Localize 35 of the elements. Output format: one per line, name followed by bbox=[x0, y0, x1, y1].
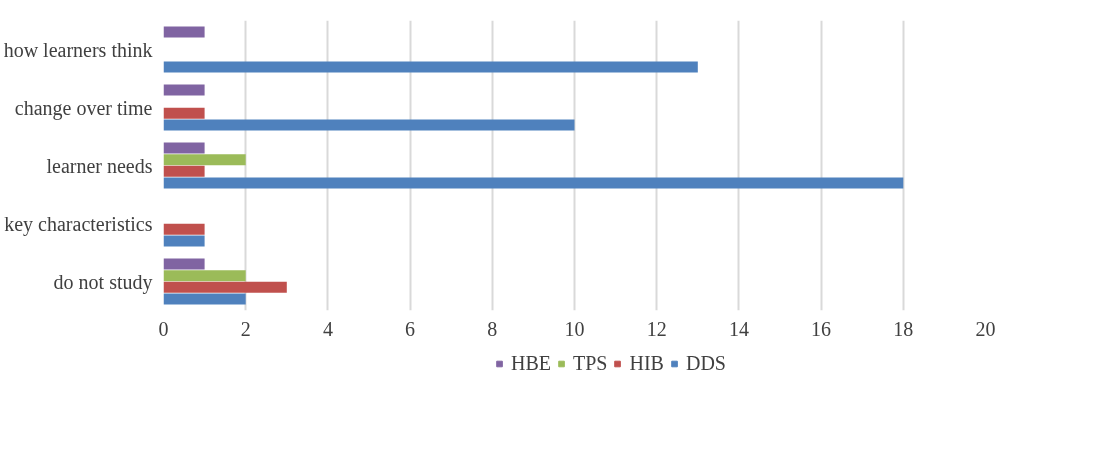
x-tick-label: 12 bbox=[646, 317, 667, 340]
bar bbox=[163, 235, 205, 247]
legend-label: TPS bbox=[573, 351, 608, 375]
legend-label: HBE bbox=[511, 351, 552, 375]
bar bbox=[163, 270, 246, 282]
bar bbox=[163, 223, 205, 235]
bar bbox=[163, 177, 904, 189]
x-tick-label: 20 bbox=[975, 317, 996, 340]
bar bbox=[163, 119, 575, 131]
y-tick-label: how learners think bbox=[3, 38, 153, 61]
bar bbox=[163, 154, 246, 166]
x-tick-label: 10 bbox=[564, 317, 585, 340]
bar bbox=[163, 107, 205, 119]
y-tick-label: change over time bbox=[14, 96, 153, 120]
x-tick-label: 0 bbox=[158, 317, 169, 340]
bar bbox=[163, 61, 698, 73]
x-tick-label: 4 bbox=[322, 317, 333, 340]
y-tick-label: do not study bbox=[53, 270, 153, 294]
x-tick-label: 8 bbox=[487, 317, 498, 340]
x-tick-label: 2 bbox=[240, 317, 251, 340]
bar bbox=[163, 281, 287, 293]
bar bbox=[163, 258, 205, 270]
x-tick-label: 14 bbox=[728, 317, 749, 340]
bar bbox=[163, 142, 205, 154]
legend-label: DDS bbox=[685, 351, 726, 375]
y-tick-label: key characteristics bbox=[4, 212, 153, 236]
x-tick-label: 18 bbox=[893, 317, 914, 340]
y-tick-label: learner needs bbox=[46, 154, 153, 177]
bar bbox=[163, 84, 205, 96]
x-tick-label: 16 bbox=[811, 317, 832, 340]
bar bbox=[163, 26, 205, 38]
x-tick-label: 6 bbox=[405, 317, 416, 340]
legend-label: HIB bbox=[629, 351, 664, 375]
bar bbox=[163, 165, 205, 177]
bar bbox=[163, 293, 246, 305]
